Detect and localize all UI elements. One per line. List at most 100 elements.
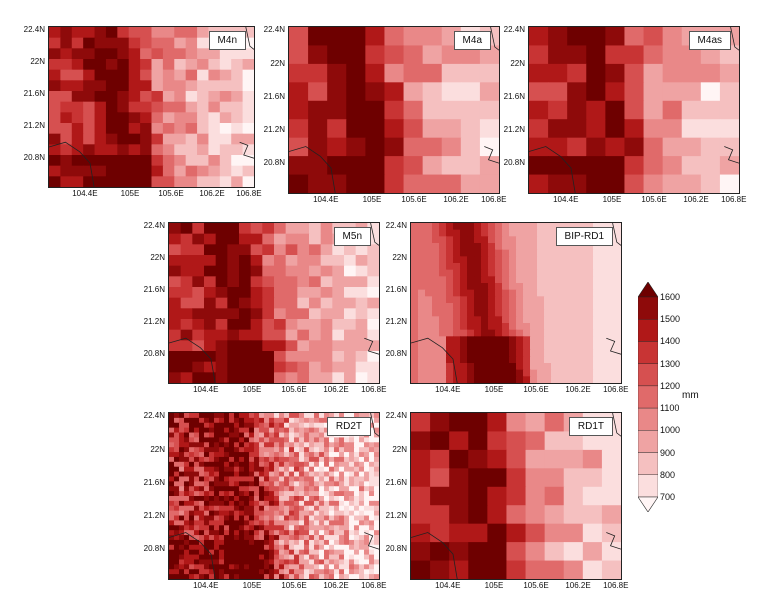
grid-cell bbox=[239, 530, 245, 536]
grid-cell bbox=[681, 82, 702, 102]
grid-cell bbox=[354, 452, 360, 458]
grid-cell bbox=[439, 263, 447, 271]
grid-cell bbox=[244, 422, 250, 429]
grid-cell bbox=[194, 447, 200, 453]
grid-cell bbox=[600, 249, 608, 257]
grid-cell bbox=[411, 269, 419, 277]
grid-cell bbox=[339, 505, 345, 512]
grid-cell bbox=[309, 372, 322, 383]
grid-cell bbox=[354, 471, 360, 478]
grid-cell bbox=[467, 276, 475, 284]
grid-cell bbox=[506, 542, 527, 562]
grid-cell bbox=[530, 343, 538, 351]
grid-cell bbox=[285, 233, 298, 245]
grid-cell bbox=[369, 496, 375, 502]
grid-cell bbox=[359, 496, 365, 502]
grid-cell bbox=[304, 564, 310, 570]
grid-cell bbox=[194, 476, 200, 482]
grid-cell bbox=[425, 289, 433, 297]
grid-cell bbox=[169, 255, 182, 267]
grid-cell bbox=[324, 544, 330, 551]
x-tick-label: 106.8E bbox=[481, 195, 507, 204]
grid-cell bbox=[495, 309, 503, 317]
grid-cell bbox=[369, 520, 375, 526]
grid-cell bbox=[174, 466, 180, 473]
grid-cell bbox=[662, 100, 683, 120]
grid-cell bbox=[49, 155, 61, 167]
grid-cell bbox=[530, 323, 538, 331]
grid-cell bbox=[219, 176, 232, 187]
grid-cell bbox=[605, 45, 626, 65]
grid-cell bbox=[339, 525, 345, 531]
grid-cell bbox=[369, 559, 375, 565]
grid-cell bbox=[117, 144, 130, 156]
grid-cell bbox=[593, 269, 601, 277]
grid-cell bbox=[197, 144, 210, 156]
grid-cell bbox=[269, 525, 275, 531]
grid-cell bbox=[185, 69, 198, 81]
grid-cell bbox=[262, 297, 275, 309]
grid-cell bbox=[418, 329, 426, 337]
grid-cell bbox=[418, 349, 426, 357]
grid-cell bbox=[593, 283, 601, 291]
grid-cell bbox=[354, 574, 360, 579]
grid-cell bbox=[299, 530, 305, 536]
grid-cell bbox=[314, 476, 320, 482]
grid-cell bbox=[304, 510, 310, 517]
grid-cell bbox=[334, 481, 340, 487]
grid-cell bbox=[274, 525, 280, 531]
grid-cell bbox=[309, 461, 315, 468]
grid-cell bbox=[453, 249, 461, 257]
grid-cell bbox=[174, 505, 180, 512]
grid-cell bbox=[208, 144, 221, 156]
grid-cell bbox=[600, 303, 608, 311]
grid-cell bbox=[179, 486, 185, 492]
grid-cell bbox=[83, 123, 96, 135]
grid-cell bbox=[332, 287, 345, 299]
grid-cell bbox=[354, 413, 360, 419]
grid-cell bbox=[83, 176, 96, 187]
grid-cell bbox=[185, 101, 198, 113]
grid-cell bbox=[259, 442, 265, 448]
grid-cell bbox=[369, 442, 375, 448]
grid-cell bbox=[294, 559, 300, 565]
grid-cell bbox=[364, 564, 370, 570]
grid-cell bbox=[374, 437, 379, 443]
grid-cell bbox=[481, 243, 489, 251]
grid-cell bbox=[227, 329, 240, 341]
grid-cell bbox=[249, 530, 255, 536]
grid-cell bbox=[474, 256, 482, 264]
colorbar-segment bbox=[638, 363, 658, 387]
grid-cell bbox=[254, 452, 260, 458]
grid-cell bbox=[324, 471, 330, 478]
grid-cell bbox=[324, 574, 330, 579]
grid-cell bbox=[364, 544, 370, 551]
grid-cell bbox=[495, 236, 503, 244]
x-tick-label: 104.4E bbox=[553, 195, 579, 204]
grid-cell bbox=[586, 363, 594, 371]
grid-cell bbox=[244, 461, 250, 468]
grid-cell bbox=[339, 496, 345, 502]
grid-cell bbox=[529, 174, 549, 193]
grid-cell bbox=[214, 569, 220, 575]
grid-cell bbox=[467, 329, 475, 337]
grid-cell bbox=[189, 559, 195, 565]
grid-cell bbox=[319, 544, 325, 551]
grid-cell bbox=[354, 476, 360, 482]
grid-cell bbox=[174, 91, 187, 103]
grid-cell bbox=[516, 249, 524, 257]
grid-cell bbox=[319, 500, 325, 507]
grid-cell bbox=[204, 255, 217, 267]
heatmap-m4as bbox=[529, 27, 739, 193]
grid-cell bbox=[563, 486, 584, 506]
grid-cell bbox=[219, 486, 225, 492]
grid-cell bbox=[586, 276, 594, 284]
grid-cell bbox=[269, 427, 275, 434]
grid-cell bbox=[354, 496, 360, 502]
grid-cell bbox=[339, 481, 345, 487]
grid-cell bbox=[605, 63, 626, 83]
grid-cell bbox=[244, 500, 250, 507]
grid-cell bbox=[467, 316, 475, 324]
grid-cell bbox=[495, 369, 503, 377]
grid-cell bbox=[586, 309, 594, 317]
